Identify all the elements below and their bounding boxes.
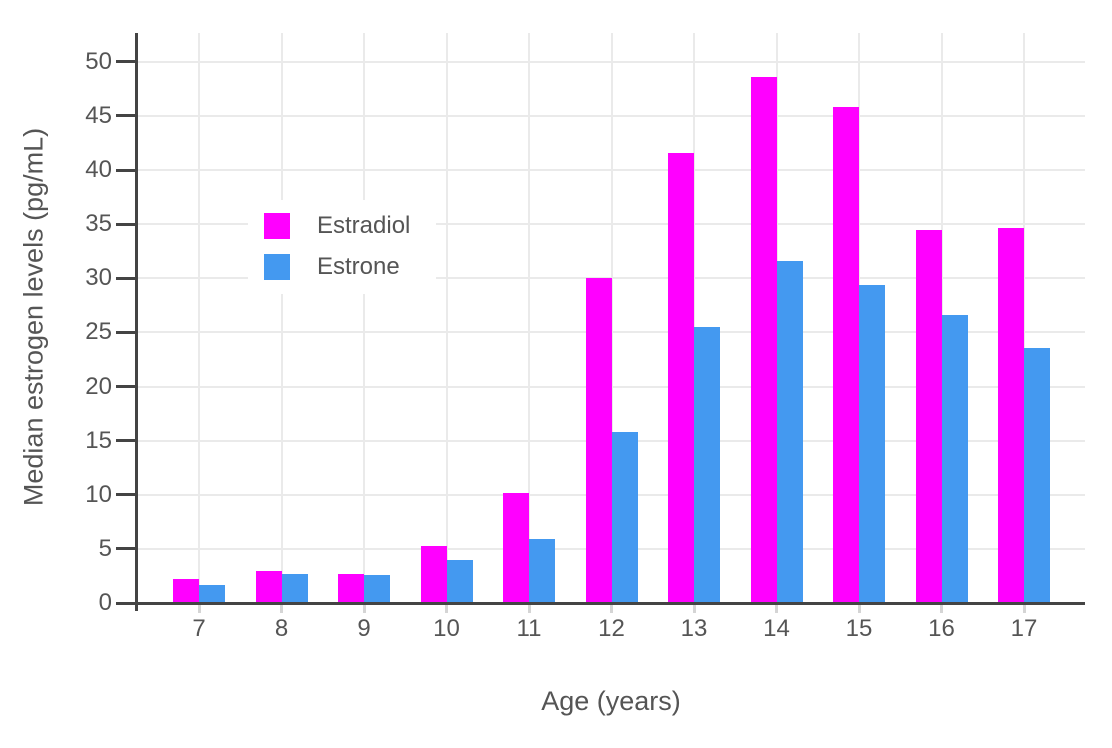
y-tick-mark-50 [116, 60, 137, 64]
y-axis-title: Median estrogen levels (pg/mL) [18, 127, 49, 507]
gridline-x-11 [528, 33, 530, 603]
x-tick-mark-11 [527, 604, 531, 613]
y-tick-label-15: 15 [85, 426, 112, 454]
x-tick-mark-10 [445, 604, 448, 613]
x-tick-mark-8 [280, 604, 283, 613]
bar-estradiol-age-10 [420, 545, 447, 603]
y-tick-mark-30 [116, 276, 137, 280]
x-tick-label-17: 17 [1010, 615, 1038, 642]
bar-estradiol-age-17 [998, 228, 1024, 603]
y-tick-mark-0 [116, 601, 137, 605]
bar-estradiol-age-12 [585, 278, 612, 603]
estrone-color-swatch-icon [264, 254, 290, 280]
x-axis-line [137, 601, 1085, 605]
y-tick-label-30: 30 [85, 264, 112, 292]
legend: Estradiol Estrone [248, 200, 437, 294]
x-tick-label-13: 13 [680, 615, 708, 642]
x-tick-mark-17 [1022, 604, 1026, 613]
y-tick-mark-10 [116, 493, 137, 497]
gridline-x-9 [363, 33, 365, 603]
bar-estradiol-age-14 [750, 76, 777, 603]
bar-estrone-age-8 [281, 573, 308, 603]
y-tick-mark-15 [116, 439, 137, 443]
bar-estradiol-age-7 [173, 579, 199, 603]
x-tick-label-14: 14 [763, 615, 790, 642]
x-tick-label-11: 11 [516, 615, 542, 642]
bar-estradiol-age-9 [338, 573, 364, 603]
bar-estradiol-age-13 [668, 152, 694, 603]
legend-label-estradiol: Estradiol [317, 212, 411, 239]
bar-estradiol-age-16 [915, 229, 942, 603]
y-tick-label-35: 35 [85, 210, 112, 238]
legend-label-estrone: Estrone [317, 253, 400, 280]
bar-estradiol-age-15 [833, 107, 859, 603]
gridline-x-8 [280, 33, 283, 603]
y-tick-label-5: 5 [98, 534, 112, 562]
y-axis-line [135, 33, 138, 611]
y-tick-label-40: 40 [85, 156, 112, 183]
y-tick-label-10: 10 [85, 480, 112, 508]
bar-estradiol-age-11 [503, 492, 529, 603]
legend-item-estradiol: Estradiol [264, 212, 410, 240]
y-tick-mark-20 [116, 385, 137, 388]
bar-estrone-age-13 [694, 326, 720, 603]
bar-estrone-age-16 [941, 315, 968, 603]
y-tick-mark-35 [116, 222, 137, 226]
y-tick-mark-40 [116, 168, 137, 172]
x-tick-mark-7 [197, 604, 201, 613]
estradiol-color-swatch-icon [264, 213, 290, 239]
x-tick-label-7: 7 [192, 615, 206, 642]
x-axis-title: Age (years) [541, 686, 681, 716]
bar-estrone-age-17 [1024, 347, 1050, 603]
bar-estrone-age-10 [446, 559, 473, 603]
y-tick-mark-45 [116, 114, 137, 118]
x-tick-mark-12 [610, 604, 613, 613]
bar-estrone-age-7 [199, 584, 225, 603]
gridline-x-10 [445, 33, 448, 603]
y-tick-mark-5 [116, 547, 137, 551]
x-tick-mark-14 [775, 604, 778, 613]
y-tick-label-45: 45 [85, 101, 112, 129]
gridline-x-12 [610, 33, 613, 603]
y-tick-label-0: 0 [98, 589, 112, 616]
y-tick-label-20: 20 [85, 372, 112, 400]
x-tick-label-15: 15 [845, 615, 873, 642]
bar-estrone-age-15 [859, 284, 885, 603]
gridline-x-13 [693, 33, 695, 603]
bar-estrone-age-11 [529, 539, 555, 603]
y-tick-mark-25 [116, 330, 137, 334]
bar-estrone-age-14 [776, 260, 803, 603]
y-tick-label-50: 50 [85, 47, 112, 75]
x-tick-label-10: 10 [433, 615, 460, 642]
y-tick-label-25: 25 [85, 318, 112, 346]
x-tick-label-16: 16 [928, 615, 955, 642]
gridline-x-17 [1023, 33, 1025, 603]
legend-item-estrone: Estrone [264, 253, 410, 281]
x-tick-label-9: 9 [357, 615, 371, 642]
gridline-x-7 [198, 33, 200, 603]
x-tick-mark-16 [940, 604, 943, 613]
bar-estradiol-age-8 [255, 570, 282, 603]
bar-estrone-age-9 [364, 574, 390, 603]
x-tick-label-8: 8 [274, 615, 289, 642]
x-tick-mark-13 [692, 604, 696, 613]
x-tick-mark-15 [857, 604, 861, 613]
bar-estrone-age-12 [611, 431, 638, 603]
x-tick-mark-9 [362, 604, 366, 613]
x-tick-label-12: 12 [598, 615, 625, 642]
